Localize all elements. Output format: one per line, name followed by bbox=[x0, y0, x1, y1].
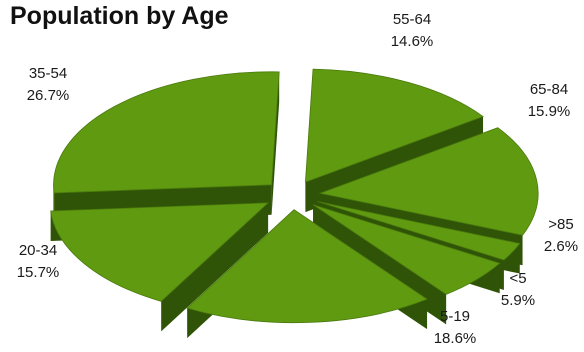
slice-top bbox=[318, 127, 539, 236]
slice-label: 65-84 bbox=[530, 81, 568, 98]
slice-top bbox=[312, 204, 501, 295]
slice-wall bbox=[271, 71, 280, 215]
chart-title: Population by Age bbox=[10, 2, 229, 30]
slice-value-label: 5.9% bbox=[501, 292, 535, 309]
slice-value-label: 2.6% bbox=[544, 238, 578, 255]
slice-value-label: 15.9% bbox=[528, 103, 571, 120]
labels-layer: 55-64 14.6% 65-84 15.9% >85 2.6% <5 5.9% 5-19 18.… bbox=[17, 11, 578, 347]
slice-label: 5-19 bbox=[440, 308, 470, 325]
slice-label: >85 bbox=[548, 216, 573, 233]
slice-35-54 bbox=[53, 71, 280, 223]
slices-layer bbox=[50, 68, 539, 339]
slice-label: 55-64 bbox=[393, 11, 431, 28]
slice-5-19 bbox=[186, 209, 428, 339]
slice-wall bbox=[161, 202, 269, 332]
slice-top bbox=[53, 71, 280, 194]
slice-value-label: 26.7% bbox=[27, 87, 70, 104]
slice-20-34 bbox=[50, 202, 270, 332]
slice-value-label: 15.7% bbox=[17, 264, 60, 281]
slice-top bbox=[317, 201, 521, 261]
slice-label: <5 bbox=[509, 270, 526, 287]
slice-label: 35-54 bbox=[29, 65, 67, 82]
slice-top bbox=[50, 202, 270, 302]
slice-label: 20-34 bbox=[19, 242, 57, 259]
slice-top bbox=[186, 209, 428, 324]
slice-top bbox=[304, 68, 484, 183]
slice-value-label: 18.6% bbox=[434, 330, 477, 347]
slice-value-label: 14.6% bbox=[391, 33, 434, 50]
